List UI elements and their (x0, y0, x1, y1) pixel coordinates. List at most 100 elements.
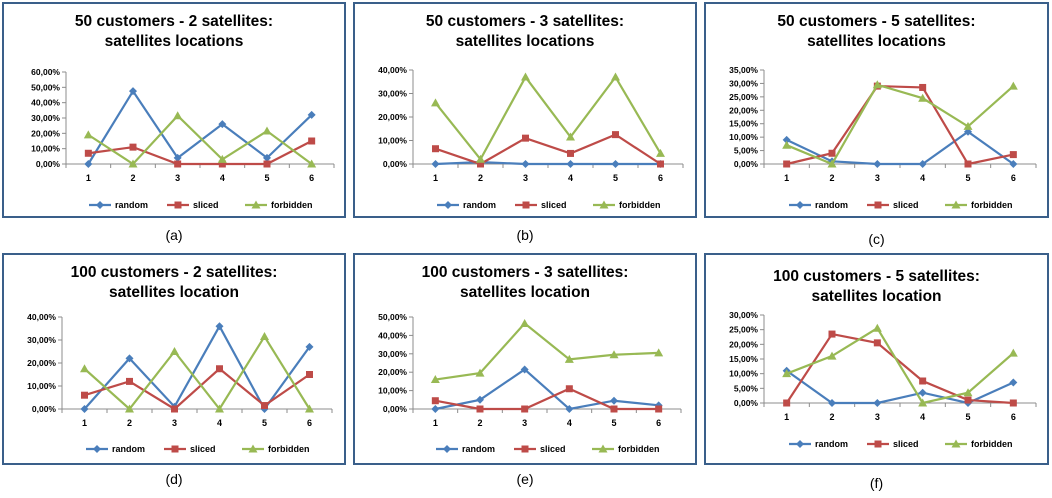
data-point (610, 405, 618, 413)
data-point (125, 354, 134, 363)
y-tick-label: 20,00% (27, 358, 56, 368)
data-point (566, 132, 575, 141)
data-point (828, 399, 836, 407)
data-point (521, 160, 530, 168)
x-tick-label: 1 (433, 418, 438, 428)
x-tick-label: 4 (217, 418, 222, 428)
series-line (87, 114, 313, 166)
x-tick-label: 4 (920, 173, 925, 183)
y-tick-label: 20,00% (378, 112, 407, 122)
series-line (83, 323, 311, 412)
legend-label: forbidden (971, 439, 1013, 449)
legend-item-sliced: sliced (167, 200, 219, 210)
chart-title-line2: satellites location (811, 288, 942, 305)
data-point (872, 80, 882, 89)
data-point (520, 365, 529, 374)
legend-label: forbidden (619, 200, 661, 210)
chart-caption: (b) (516, 227, 534, 243)
data-point (216, 365, 223, 373)
chart-plot: 0,00% 10,00% 20,00% 30,00% 40,00% 50,00% 1 2 3 4 5… (378, 312, 682, 454)
chart-caption: (a) (165, 227, 183, 243)
data-point (919, 83, 927, 91)
chart-title-line2: satellites location (108, 284, 240, 301)
x-tick-label: 2 (829, 173, 834, 183)
data-point (128, 159, 138, 168)
data-point (609, 350, 619, 359)
chart-title-line2: satellites locations (104, 33, 244, 50)
legend-label: sliced (193, 200, 219, 210)
y-tick-label: 0,00% (383, 159, 408, 169)
legend-label: sliced (893, 200, 919, 210)
series-random (431, 365, 663, 413)
data-point (918, 398, 928, 407)
data-point (564, 354, 574, 363)
y-tick-label: 25,00% (729, 92, 758, 102)
data-point (306, 371, 313, 378)
data-point (1008, 81, 1018, 90)
legend-marker (951, 439, 961, 448)
y-tick-label: 30,00% (378, 349, 407, 359)
data-point (1009, 151, 1017, 159)
chart-title-line2: satellites location (459, 284, 591, 301)
data-point (215, 404, 224, 413)
chart-plot: 0,00% 10,00% 20,00% 30,00% 40,00% 1 2 3 4 5 6 rando… (27, 312, 333, 454)
data-point (566, 160, 575, 168)
data-point (263, 153, 271, 162)
legend-marker (444, 201, 452, 209)
data-point (260, 332, 269, 341)
legend-item-sliced: sliced (514, 444, 566, 454)
data-point (476, 154, 485, 163)
data-point (215, 322, 224, 331)
data-point (476, 405, 484, 413)
y-tick-label: 40,00% (31, 98, 60, 108)
series-random (80, 322, 314, 413)
x-tick-label: 5 (965, 412, 970, 422)
data-point (964, 160, 972, 168)
y-tick-label: 0,00% (734, 398, 759, 408)
x-tick-label: 3 (522, 418, 527, 428)
legend-marker (521, 445, 529, 453)
data-point (475, 368, 485, 377)
series-random (84, 87, 316, 168)
chart-title-line1: 100 customers - 3 satellites: (421, 264, 629, 281)
series-forbidden (431, 72, 665, 163)
legend-label: random (815, 439, 848, 449)
data-point (217, 154, 227, 163)
x-tick-label: 5 (613, 173, 618, 183)
series-line (435, 321, 659, 381)
y-tick-label: 30,00% (27, 335, 56, 345)
series-line (87, 89, 313, 165)
chart-title-line1: 100 customers - 5 satellites: (773, 268, 980, 285)
data-point (80, 405, 89, 413)
data-point (918, 160, 927, 168)
chart-frame: 50 customers - 3 satellites: satellites … (353, 2, 697, 218)
data-point (476, 395, 484, 404)
data-point (521, 72, 530, 81)
data-point (263, 160, 271, 168)
x-tick-label: 3 (523, 173, 528, 183)
x-tick-label: 2 (478, 173, 483, 183)
series-line (785, 332, 1014, 405)
data-point (171, 405, 178, 413)
y-tick-label: 5,00% (734, 146, 759, 156)
legend-label: sliced (541, 200, 567, 210)
legend-marker (251, 200, 261, 209)
data-point (129, 87, 137, 96)
data-point (782, 140, 792, 149)
series-forbidden (83, 111, 317, 168)
y-tick-label: 40,00% (378, 330, 407, 340)
series-sliced (431, 385, 663, 413)
data-point (431, 160, 440, 168)
data-point (827, 351, 837, 360)
data-point (80, 364, 89, 373)
x-tick-label: 3 (175, 173, 180, 183)
data-point (432, 145, 439, 153)
series-line (434, 75, 662, 162)
x-tick-label: 5 (965, 173, 970, 183)
y-tick-label: 0,00% (734, 159, 759, 169)
x-tick-label: 6 (1011, 173, 1016, 183)
data-point (170, 347, 179, 355)
data-point (963, 121, 973, 130)
chart-title-line1: 50 customers - 5 satellites: (777, 13, 976, 30)
chart-panel-c: 50 customers - 5 satellites: satellites … (704, 2, 1049, 247)
